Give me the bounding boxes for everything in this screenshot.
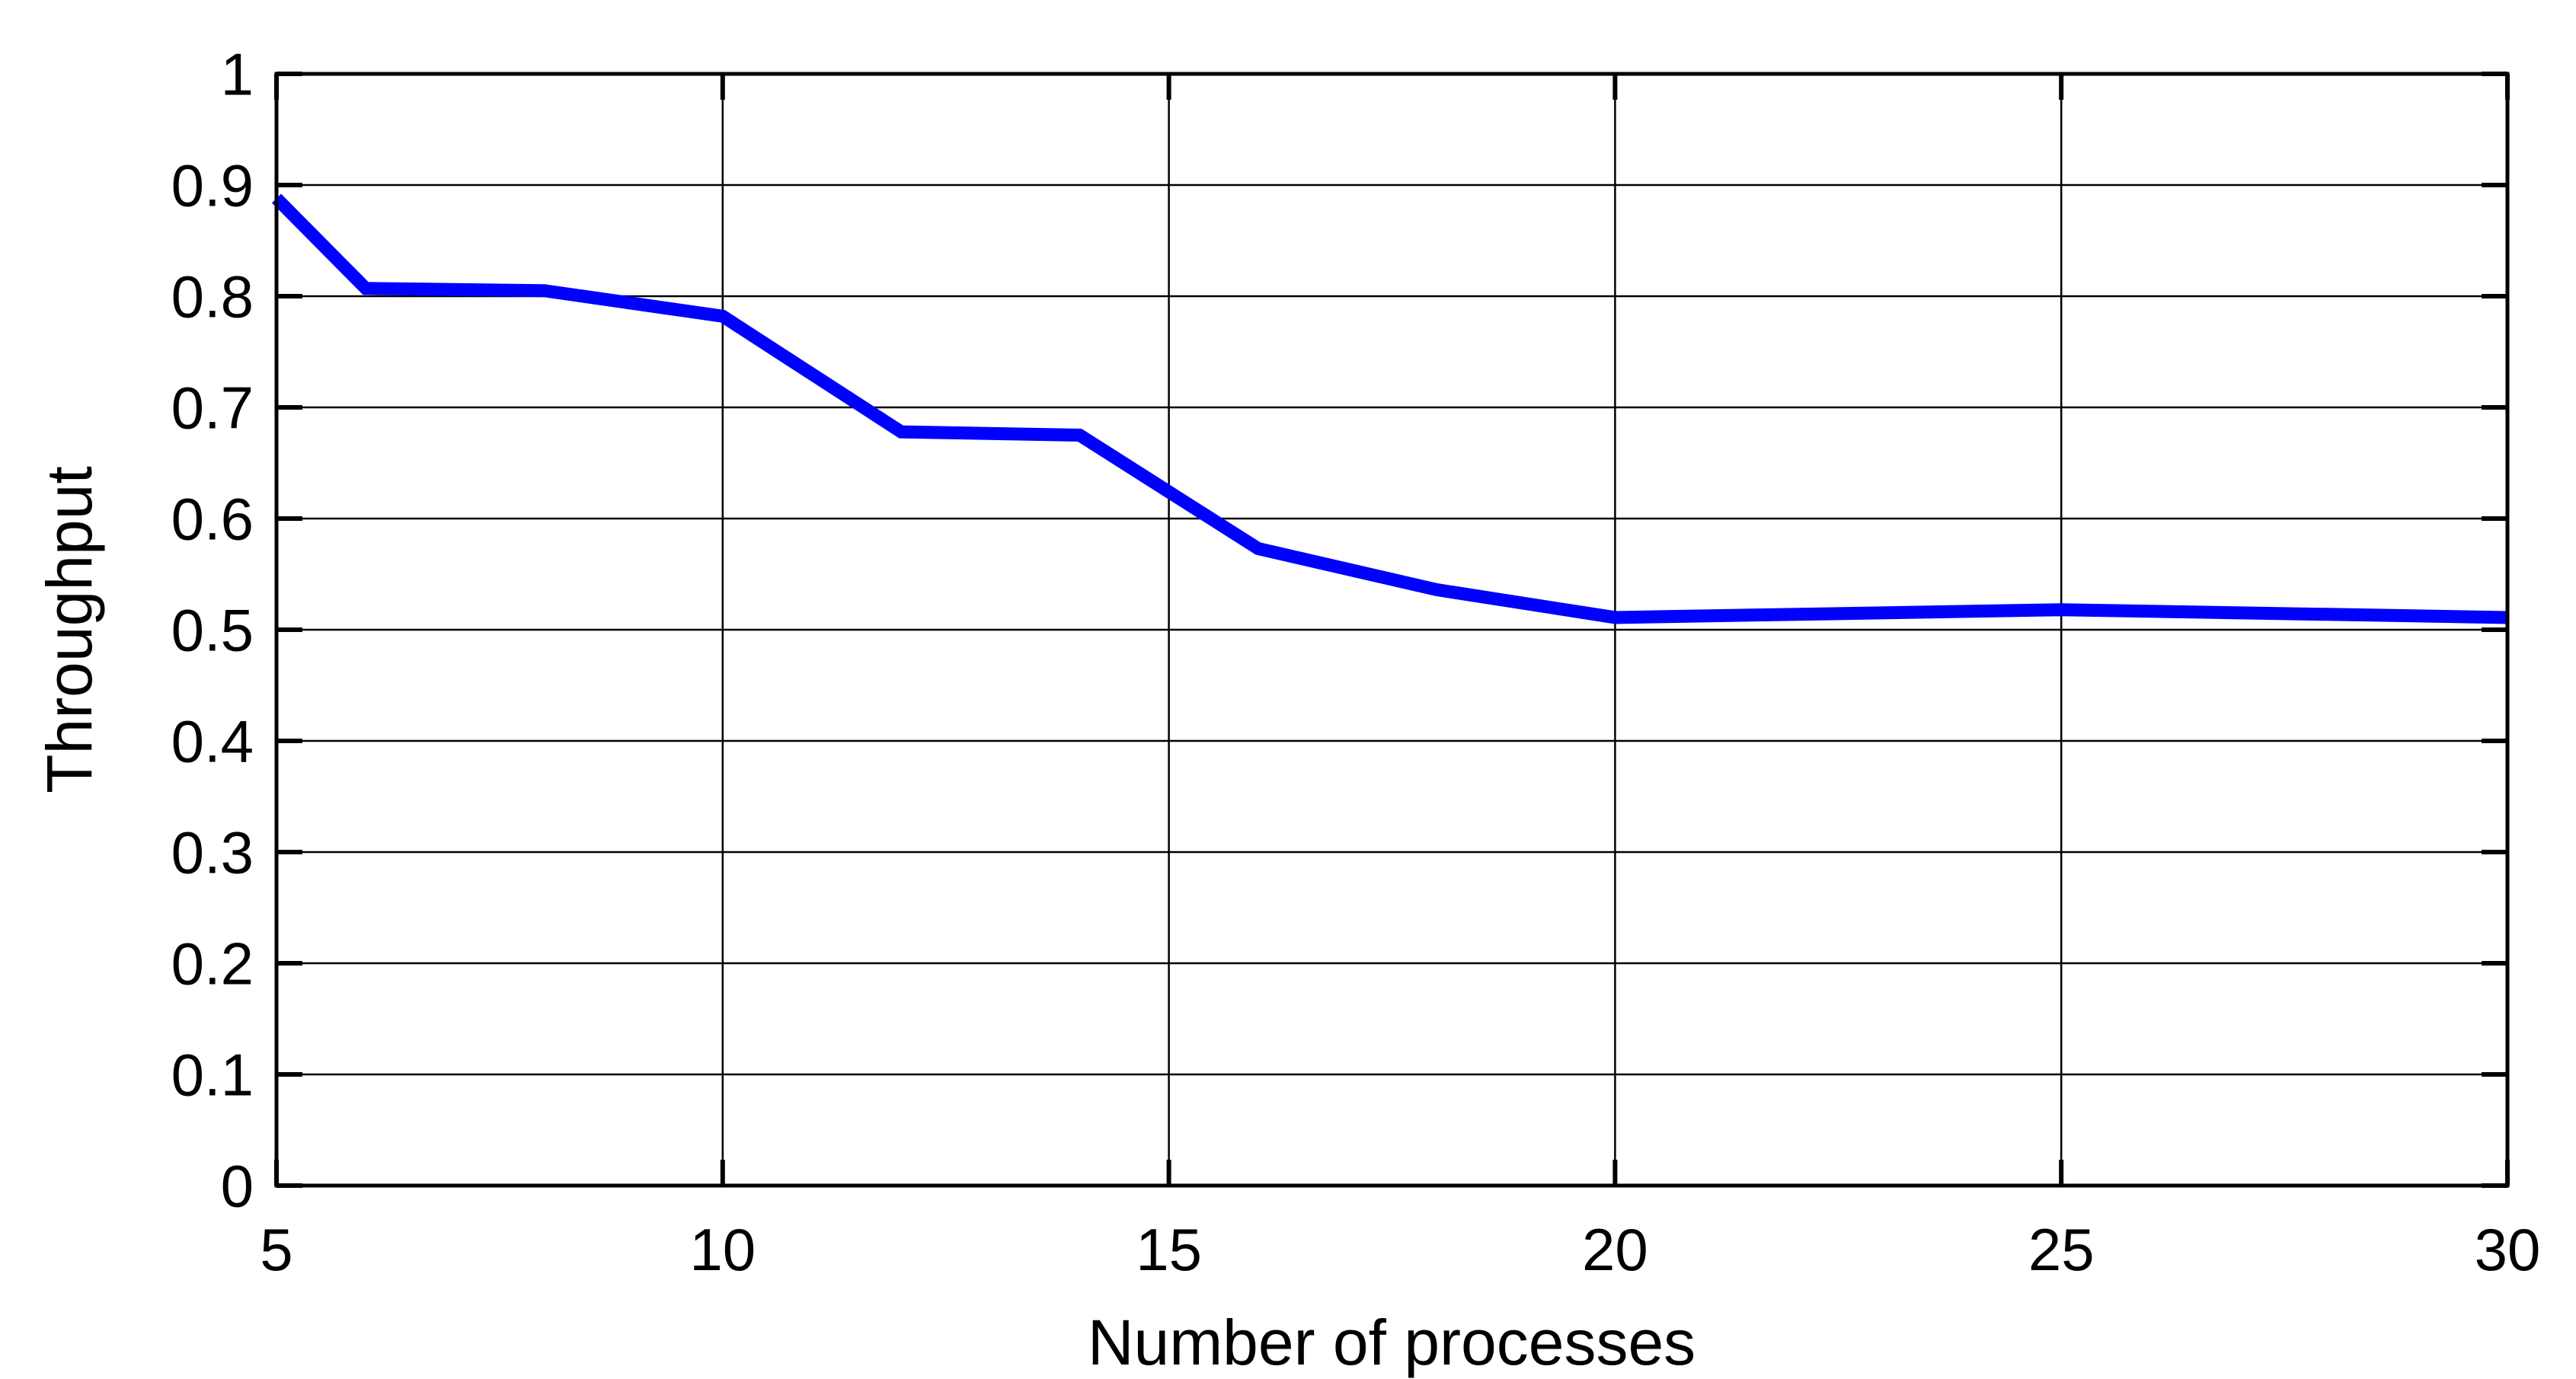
series-layer [271, 193, 2508, 624]
x-tick-label: 10 [689, 1216, 756, 1283]
x-tick-label: 20 [1582, 1216, 1648, 1283]
y-tick-label: 0.9 [171, 152, 254, 219]
y-tick-label: 0.2 [171, 930, 254, 997]
label-layer: 5 10 15 20 25 30 0 0.1 0.2 0.3 0.4 0.5 0.6 0.7 0.8 0.9… [34, 40, 2540, 1378]
y-tick-label: 0.6 [171, 485, 254, 552]
plot-box-border [274, 72, 2510, 1188]
x-axis-title: Number of processes [1088, 1307, 1695, 1378]
y-tick-label: 1 [221, 40, 254, 107]
grid-layer [276, 74, 2507, 1186]
x-tick-label: 25 [2028, 1216, 2095, 1283]
throughput-line [271, 193, 2508, 624]
y-tick-label: 0.4 [171, 707, 254, 774]
y-axis-title: Throughput [34, 466, 105, 793]
x-axis-tick-labels: 5 10 15 20 25 30 [260, 1216, 2540, 1283]
y-tick-label: 0.1 [171, 1041, 254, 1108]
x-tick-label: 5 [260, 1216, 292, 1283]
y-tick-label: 0 [221, 1152, 254, 1219]
x-tick-label: 30 [2475, 1216, 2541, 1283]
y-tick-label: 0.7 [171, 374, 254, 441]
y-tick-label: 0.3 [171, 819, 254, 886]
x-tick-label: 15 [1136, 1216, 1202, 1283]
y-tick-label: 0.8 [171, 263, 254, 330]
y-tick-label: 0.5 [171, 596, 254, 663]
y-axis-tick-labels: 0 0.1 0.2 0.3 0.4 0.5 0.6 0.7 0.8 0.9 1 [171, 40, 254, 1219]
